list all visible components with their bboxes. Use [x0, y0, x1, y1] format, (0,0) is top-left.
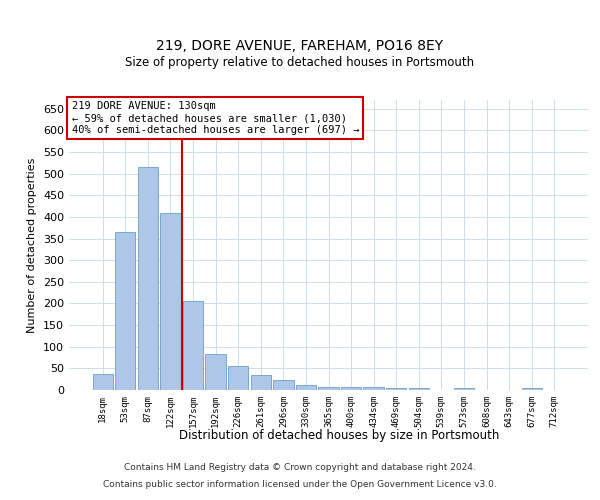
Text: Distribution of detached houses by size in Portsmouth: Distribution of detached houses by size … [179, 430, 499, 442]
Text: 219, DORE AVENUE, FAREHAM, PO16 8EY: 219, DORE AVENUE, FAREHAM, PO16 8EY [157, 38, 443, 52]
Text: Contains public sector information licensed under the Open Government Licence v3: Contains public sector information licen… [103, 480, 497, 489]
Bar [454, 388, 474, 390]
Bar [138, 167, 158, 390]
Text: Size of property relative to detached houses in Portsmouth: Size of property relative to detached ho… [125, 56, 475, 69]
Bar [160, 212, 181, 390]
Text: 219 DORE AVENUE: 130sqm
← 59% of detached houses are smaller (1,030)
40% of semi: 219 DORE AVENUE: 130sqm ← 59% of detache… [71, 102, 359, 134]
Bar [273, 380, 293, 390]
Bar [115, 232, 136, 390]
Bar [364, 386, 384, 390]
Bar [341, 386, 361, 390]
Bar [228, 366, 248, 390]
Bar [409, 388, 429, 390]
Text: Contains HM Land Registry data © Crown copyright and database right 2024.: Contains HM Land Registry data © Crown c… [124, 464, 476, 472]
Bar [251, 375, 271, 390]
Bar [386, 388, 406, 390]
Bar [319, 386, 338, 390]
Bar [296, 385, 316, 390]
Bar [92, 374, 113, 390]
Bar [183, 302, 203, 390]
Bar [205, 354, 226, 390]
Bar [521, 388, 542, 390]
Y-axis label: Number of detached properties: Number of detached properties [28, 158, 37, 332]
